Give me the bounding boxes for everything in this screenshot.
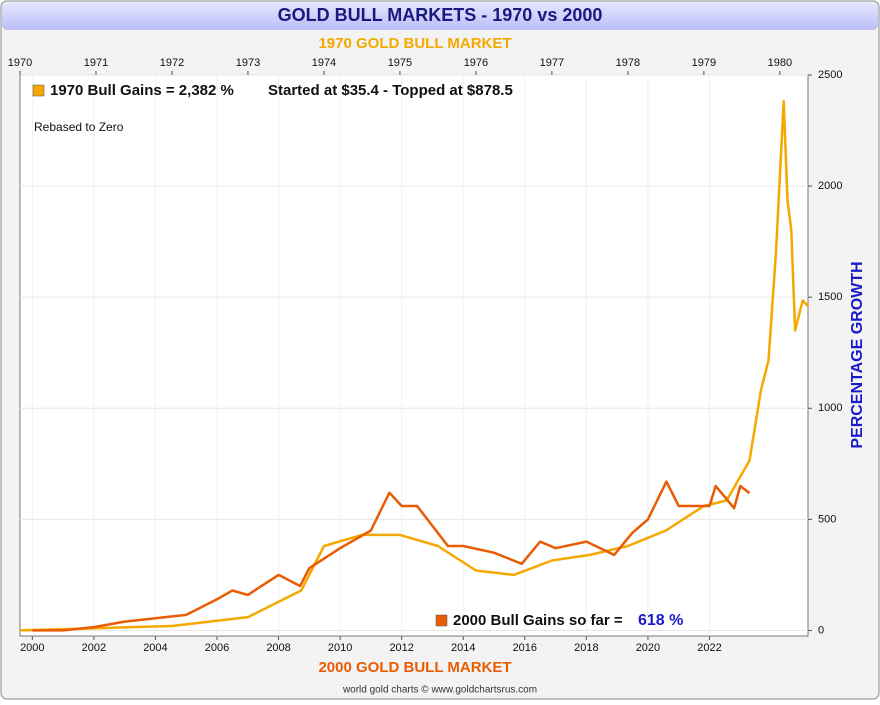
x-tick-label: 2004 bbox=[143, 642, 167, 654]
legend-swatch bbox=[435, 614, 448, 627]
y-tick-label: 1500 bbox=[818, 291, 842, 303]
x-tick-label: 2014 bbox=[451, 642, 475, 654]
x2-tick-label: 1978 bbox=[616, 57, 640, 69]
x-tick-label: 2018 bbox=[574, 642, 598, 654]
x-tick-label: 2020 bbox=[636, 642, 660, 654]
y-tick-label: 2000 bbox=[818, 180, 842, 192]
annotation: Started at $35.4 - Topped at $878.5 bbox=[268, 82, 513, 99]
x-tick-label: 2000 bbox=[20, 642, 44, 654]
note: Rebased to Zero bbox=[34, 120, 124, 134]
x2-tick-label: 1977 bbox=[540, 57, 564, 69]
x2-tick-label: 1971 bbox=[84, 57, 108, 69]
line-series bbox=[19, 99, 809, 632]
legend-label: 2000 Bull Gains so far = bbox=[453, 612, 623, 629]
x2-tick-label: 1974 bbox=[312, 57, 336, 69]
legend-swatch bbox=[32, 84, 45, 97]
footer: world gold charts © www.goldchartsrus.co… bbox=[342, 685, 537, 696]
y-axis-label: PERCENTAGE GROWTH bbox=[849, 261, 866, 448]
x-tick-label: 2012 bbox=[389, 642, 413, 654]
x-tick-label: 2002 bbox=[82, 642, 106, 654]
y-tick-label: 500 bbox=[818, 513, 836, 525]
x-tick-label: 2010 bbox=[328, 642, 352, 654]
x2-tick-label: 1976 bbox=[464, 57, 488, 69]
x-tick-label: 2016 bbox=[513, 642, 537, 654]
x2-tick-label: 1979 bbox=[692, 57, 716, 69]
x-tick-label: 2006 bbox=[205, 642, 229, 654]
x-tick-label: 2022 bbox=[697, 642, 721, 654]
x2-tick-label: 1975 bbox=[388, 57, 412, 69]
x-axis-label: 2000 GOLD BULL MARKET bbox=[318, 659, 511, 676]
chart-title: GOLD BULL MARKETS - 1970 vs 2000 bbox=[278, 5, 603, 25]
header bbox=[2, 2, 878, 30]
y-tick-label: 1000 bbox=[818, 402, 842, 414]
legend-label: 1970 Bull Gains = 2,382 % bbox=[50, 82, 234, 99]
x2-tick-label: 1972 bbox=[160, 57, 184, 69]
x-tick-label: 2008 bbox=[266, 642, 290, 654]
line-series bbox=[32, 480, 751, 632]
plot-area bbox=[19, 74, 809, 637]
x2-tick-label: 1973 bbox=[236, 57, 260, 69]
y-tick-label: 2500 bbox=[818, 69, 842, 81]
x2-tick-label: 1970 bbox=[8, 57, 32, 69]
x2-tick-label: 1980 bbox=[768, 57, 792, 69]
y-tick-label: 0 bbox=[818, 624, 824, 636]
x2-axis-label: 1970 GOLD BULL MARKET bbox=[318, 35, 511, 52]
annotation: 618 % bbox=[638, 612, 683, 629]
